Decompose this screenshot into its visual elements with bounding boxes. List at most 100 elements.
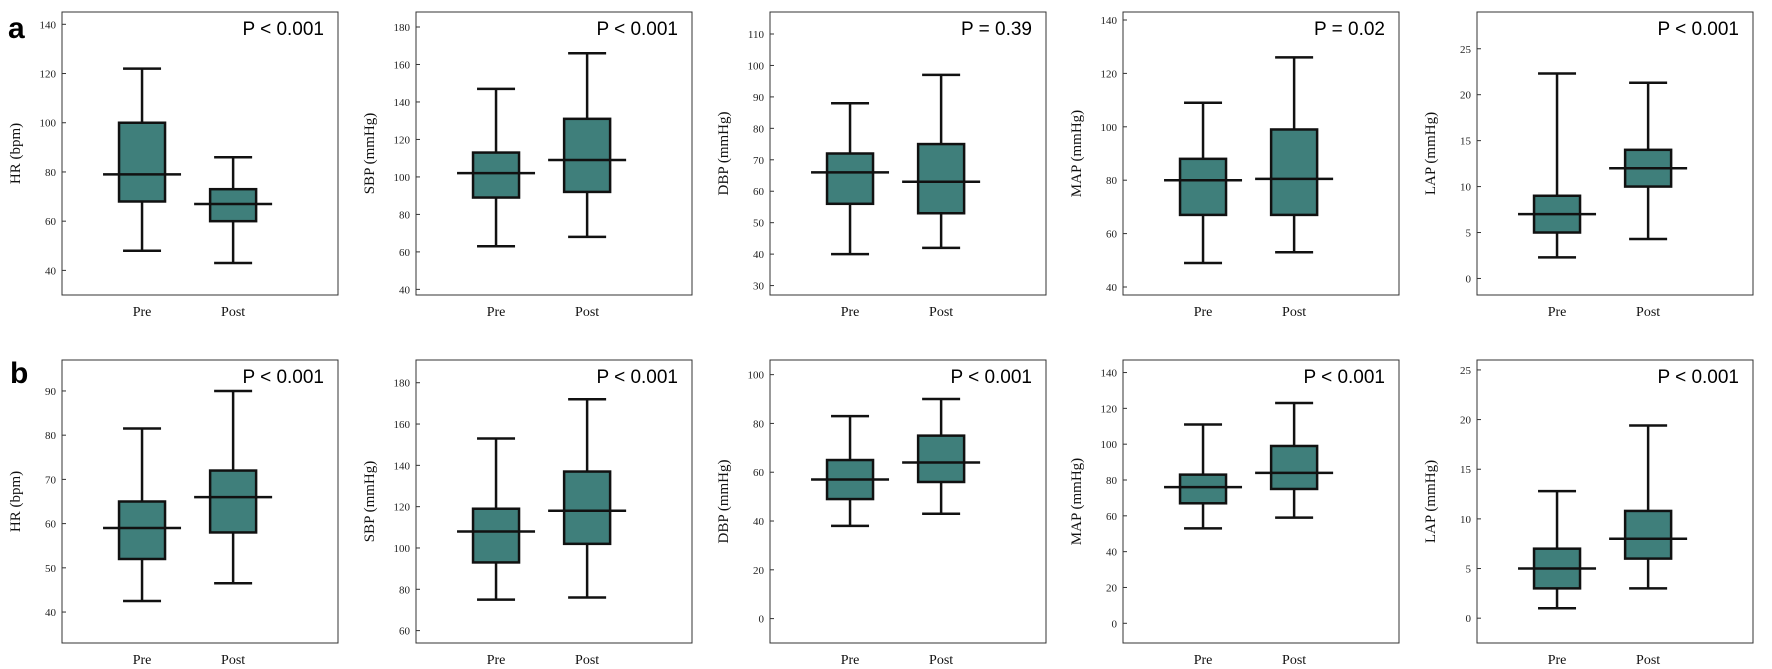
p-value: P = 0.39 [961,19,1032,40]
box-post [548,51,627,239]
y-tick-label: 40 [1106,547,1118,559]
y-tick-label: 0 [759,614,765,626]
chart-3: 30 40 50 60 70 80 90 100 110 DBP (mmHg) P = 0.39 Pr… [716,11,1047,320]
box-post [194,389,273,585]
y-tick-label: 140 [1101,368,1118,380]
chart-6: 40 50 60 70 80 90 HR (bpm) P < 0.001 Pre Post [8,359,339,668]
box-pre [1164,101,1243,265]
chart-7: 60 80 100 120 140 160 180 SBP (mmHg) P < 0.001 Pr… [362,359,693,668]
x-category-label: Pre [1194,305,1213,320]
y-tick-label: 90 [753,92,765,104]
box-post [902,397,981,515]
box-post [902,73,981,250]
box-pre [811,101,890,256]
y-tick-label: 25 [1460,44,1472,56]
box-post [548,397,627,599]
y-tick-label: 80 [753,123,765,135]
box-post [1609,424,1688,590]
y-tick-label: 60 [399,247,411,259]
y-tick-label: 60 [399,626,411,638]
y-axis-label: DBP (mmHg) [716,459,732,543]
y-tick-label: 5 [1466,228,1472,240]
iqr-box [117,121,167,203]
y-tick-label: 10 [1460,514,1472,526]
box-post [1609,81,1688,241]
iqr-box [916,142,966,215]
x-category-label: Post [1282,305,1306,320]
p-value: P < 0.001 [1303,367,1385,388]
x-category-label: Post [221,305,245,320]
x-category-label: Post [1636,305,1660,320]
y-tick-label: 25 [1460,365,1472,377]
plot-frame [415,11,693,296]
y-tick-label: 100 [1101,122,1118,134]
box-pre [1518,72,1597,259]
y-tick-label: 20 [1106,582,1118,594]
y-tick-label: 120 [1101,68,1118,80]
p-value: P = 0.02 [1314,19,1385,40]
y-tick-label: 60 [45,216,57,228]
y-tick-label: 40 [45,607,57,619]
x-category-label: Pre [1548,653,1567,668]
y-axis-label: LAP (mmHg) [1423,112,1439,195]
y-axis-label: SBP (mmHg) [362,113,378,195]
y-tick-label: 180 [394,22,411,34]
y-tick-label: 180 [394,378,411,390]
y-tick-label: 110 [748,29,765,41]
iqr-box [1178,473,1228,505]
box-pre [457,87,536,248]
iqr-box [916,434,966,484]
iqr-box [1269,128,1319,217]
y-tick-label: 20 [1460,90,1472,102]
chart-1: 40 60 80 100 120 140 HR (bpm) P < 0.001 Pre Post [8,11,339,320]
plot-frame [769,359,1047,644]
panel-label-b: b [10,357,28,390]
chart-2: 40 60 80 100 120 140 160 180 SBP (mmHg) P < 0.001… [362,11,693,320]
y-tick-label: 100 [1101,439,1118,451]
box-pre [457,437,536,601]
x-category-label: Pre [841,653,860,668]
y-tick-label: 5 [1466,564,1472,576]
y-tick-label: 90 [45,386,57,398]
y-tick-label: 80 [399,584,411,596]
y-tick-label: 15 [1460,136,1472,148]
chart-9: 0 20 40 60 80 100 120 140 MAP (mmHg) P < 0.001 Pre… [1069,359,1400,668]
y-tick-label: 0 [1112,618,1118,630]
x-category-label: Post [1636,653,1660,668]
p-value: P < 0.001 [596,367,678,388]
box-post [1255,401,1334,519]
y-tick-label: 60 [45,519,57,531]
y-tick-label: 100 [748,60,765,72]
y-tick-label: 40 [1106,282,1118,294]
p-value: P < 0.001 [242,19,324,40]
y-axis-label: LAP (mmHg) [1423,460,1439,543]
y-tick-label: 100 [394,543,411,555]
p-value: P < 0.001 [1657,367,1739,388]
y-tick-label: 160 [394,419,411,431]
chart-4: 40 60 80 100 120 140 MAP (mmHg) P = 0.02 Pre Post [1069,11,1400,320]
y-tick-label: 80 [45,167,57,179]
y-tick-label: 70 [45,474,57,486]
y-tick-label: 80 [753,418,765,430]
y-axis-label: HR (bpm) [8,471,24,532]
x-category-label: Post [575,305,599,320]
box-pre [103,427,182,603]
y-tick-label: 80 [45,430,57,442]
iqr-box [562,470,612,546]
iqr-box [1623,509,1673,560]
y-tick-label: 60 [1106,511,1118,523]
chart-8: 0 20 40 60 80 100 DBP (mmHg) P < 0.001 Pre Post [716,359,1047,668]
y-tick-label: 30 [753,281,765,293]
y-tick-label: 120 [394,502,411,514]
y-tick-label: 10 [1460,182,1472,194]
x-category-label: Post [1282,653,1306,668]
x-category-label: Post [929,653,953,668]
y-tick-label: 60 [1106,229,1118,241]
y-tick-label: 80 [1106,175,1118,187]
x-category-label: Post [929,305,953,320]
box-pre [1164,423,1243,530]
y-tick-label: 40 [753,249,765,261]
y-tick-label: 120 [40,69,57,81]
chart-5: 0 5 10 15 20 25 LAP (mmHg) P < 0.001 Pre Post [1423,11,1754,320]
plot-frame [1476,11,1754,296]
